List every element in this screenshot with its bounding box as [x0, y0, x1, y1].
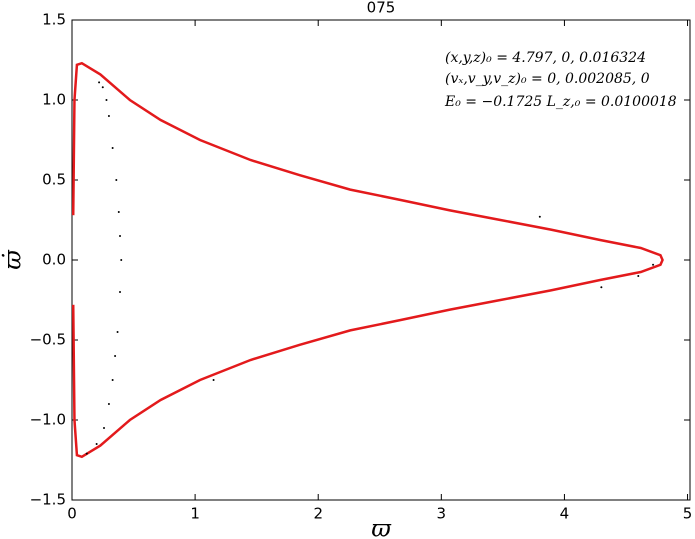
- point: [115, 179, 118, 181]
- point: [120, 259, 123, 261]
- point: [212, 379, 215, 381]
- point: [103, 427, 106, 429]
- plot-frame: [71, 19, 691, 501]
- point: [600, 286, 603, 289]
- y-tick-label: 0.0: [42, 251, 66, 269]
- point: [95, 443, 98, 445]
- curve: [71, 61, 664, 459]
- x-tick-label: 2: [313, 505, 323, 523]
- point: [111, 147, 114, 149]
- x-axis-label: ϖ: [371, 515, 392, 539]
- y-tick-label: −0.5: [30, 331, 66, 349]
- x-tick-label: 4: [560, 505, 570, 523]
- point: [101, 86, 104, 89]
- y-tick-label: 0.5: [42, 171, 66, 189]
- x-tick-label: 5: [683, 505, 693, 523]
- point: [637, 275, 640, 277]
- chart-title: 075: [367, 0, 396, 17]
- annotation: (vₓ,v_y,v_z)₀ = 0, 0.002085, 0: [445, 71, 650, 87]
- point: [105, 99, 108, 101]
- x-tick-label: 0: [67, 505, 77, 523]
- x-tick-label: 3: [437, 505, 447, 523]
- annotation: (x,y,z)₀ = 4.797, 0, 0.016324: [445, 50, 646, 66]
- point: [107, 403, 110, 405]
- y-axis-label: ϖ̇: [0, 249, 27, 270]
- point: [538, 215, 541, 218]
- point: [107, 115, 110, 117]
- y-tick-label: 1.0: [42, 91, 66, 109]
- point: [117, 211, 120, 213]
- y-tick-label: 1.5: [42, 11, 66, 29]
- point: [119, 235, 122, 237]
- x-tick-label: 1: [190, 505, 200, 523]
- point: [119, 291, 122, 293]
- y-tick-label: −1.0: [30, 411, 66, 429]
- point: [116, 331, 119, 333]
- point: [98, 81, 101, 84]
- y-tick-label: −1.5: [30, 491, 66, 509]
- point: [652, 263, 655, 266]
- point: [114, 355, 117, 357]
- point: [111, 379, 114, 381]
- point: [85, 452, 88, 455]
- annotation: E₀ = −0.1725 L_z,₀ = 0.0100018: [444, 94, 677, 110]
